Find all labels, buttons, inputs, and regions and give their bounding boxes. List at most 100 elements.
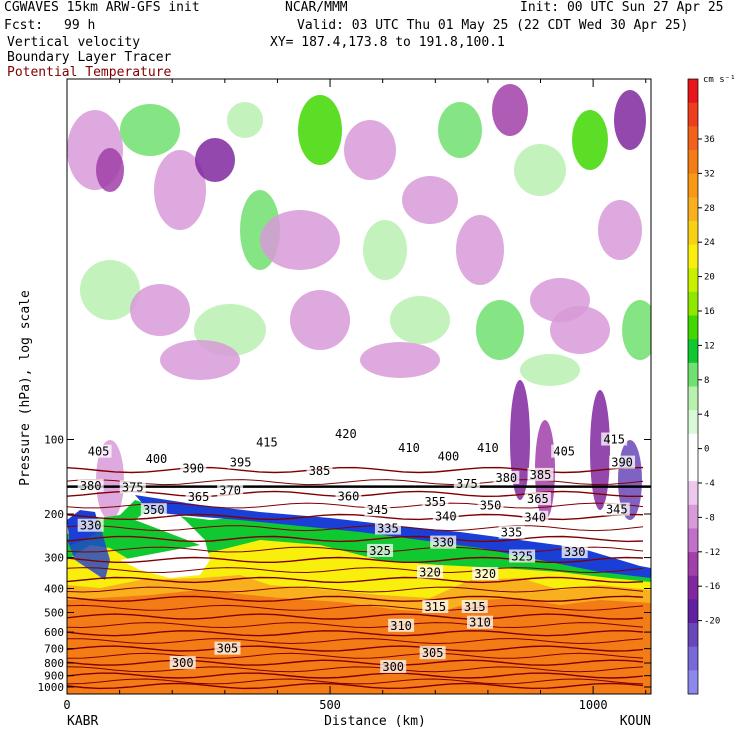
- theta-contour-line: [67, 595, 644, 603]
- velocity-cell: [195, 138, 235, 182]
- theta-label: 415: [603, 433, 625, 447]
- theta-label-bg: [498, 525, 525, 539]
- theta-label: 305: [422, 646, 444, 660]
- x-tick-label: 0: [63, 698, 70, 712]
- theta-label: 390: [611, 456, 633, 470]
- colorbar-swatch: [688, 126, 698, 151]
- colorbar-swatch: [688, 197, 698, 222]
- velocity-cell: [520, 354, 580, 386]
- y-tick-label: 800: [44, 657, 64, 670]
- theta-label: 310: [390, 619, 412, 633]
- theta-label-bg: [435, 449, 462, 463]
- theta-contour-line: [67, 672, 644, 679]
- theta-label: 325: [511, 550, 533, 564]
- theta-contour-line: [67, 622, 644, 629]
- theta-label: 400: [146, 452, 168, 466]
- theta-label-bg: [477, 498, 504, 512]
- theta-label-bg: [453, 476, 480, 490]
- velocity-cell: [476, 300, 524, 360]
- theta-label: 410: [398, 441, 420, 455]
- left-station-label: KABR: [67, 714, 98, 729]
- theta-contour-line: [67, 682, 644, 690]
- model-title: CGWAVES 15km ARW-GFS init: [4, 0, 200, 15]
- theta-contour-line: [67, 659, 644, 666]
- theta-label: 340: [524, 511, 546, 525]
- velocity-cell: [622, 300, 651, 360]
- y-tick-label: 1000: [38, 681, 65, 694]
- theta-label-bg: [169, 656, 196, 670]
- velocity-cell: [160, 340, 240, 380]
- colorbar-label: 32: [704, 169, 715, 179]
- velocity-cell: [550, 306, 610, 354]
- theta-label: 415: [256, 436, 278, 450]
- theta-label-bg: [77, 518, 104, 532]
- theta-label-bg: [432, 509, 459, 523]
- colorbar-swatch: [688, 528, 698, 553]
- theta-label: 320: [474, 567, 496, 581]
- colorbar-swatch: [688, 599, 698, 624]
- velocity-cell: [614, 90, 646, 150]
- theta-label-bg: [227, 455, 254, 469]
- theta-contour-line: [67, 678, 644, 685]
- theta-label-bg: [419, 646, 446, 660]
- theta-label-bg: [214, 641, 241, 655]
- center-name: NCAR/MMM: [285, 0, 348, 15]
- theta-label: 400: [438, 449, 460, 463]
- theta-label: 320: [419, 565, 441, 579]
- y-tick-label: 500: [44, 606, 64, 619]
- colorbar-label: -8: [704, 513, 715, 523]
- velocity-cell: [363, 220, 407, 280]
- x-axis-label: Distance (km): [324, 714, 426, 729]
- theta-label: 330: [80, 519, 102, 533]
- theta-label-bg: [524, 492, 551, 506]
- colorbar-swatch: [688, 504, 698, 529]
- theta-label-bg: [85, 444, 112, 458]
- theta-label-bg: [603, 502, 630, 516]
- theta-label: 350: [143, 503, 165, 517]
- velocity-cell: [120, 104, 180, 156]
- theta-label: 375: [456, 477, 478, 491]
- theta-label-bg: [561, 545, 588, 559]
- theta-label: 375: [122, 480, 144, 494]
- potential-temperature-labels: 420 415 415 410 410 405 405 400 400 395 390 390 385 3…: [77, 426, 636, 674]
- theta-label-bg: [551, 444, 578, 458]
- colorbar-label: -4: [704, 479, 715, 489]
- x-tick-label: 1000: [579, 698, 608, 712]
- colorbar-label: -12: [704, 548, 720, 558]
- colorbar-label: -16: [704, 582, 720, 592]
- forecast-label: Fcst:: [4, 18, 44, 33]
- colorbar-swatch: [688, 481, 698, 506]
- theta-contour-line: [67, 567, 644, 574]
- theta-label-bg: [253, 435, 280, 449]
- theta-label: 330: [564, 545, 586, 559]
- colorbar-swatch: [688, 149, 698, 175]
- y-tick-label: 400: [44, 583, 64, 596]
- theta-label: 385: [530, 468, 552, 482]
- colorbar-swatch: [688, 268, 698, 293]
- theta-label-bg: [388, 618, 415, 632]
- colorbar-swatch: [688, 220, 698, 246]
- theta-label-bg: [509, 549, 536, 563]
- velocity-cell: [260, 210, 340, 270]
- theta-contour-line: [67, 546, 644, 553]
- theta-label: 365: [188, 490, 210, 504]
- theta-label-bg: [143, 452, 170, 466]
- velocity-cell: [344, 120, 396, 180]
- velocity-cell: [390, 296, 450, 344]
- y-tick-label: 600: [44, 626, 64, 639]
- colorbar-swatch: [688, 623, 698, 648]
- theta-contour-line: [67, 576, 644, 584]
- right-station-label: KOUN: [620, 714, 651, 729]
- theta-label: 305: [217, 642, 239, 656]
- theta-label: 420: [335, 427, 357, 441]
- field-boundary-layer-tracer: Boundary Layer Tracer: [7, 50, 172, 65]
- velocity-cell: [438, 102, 482, 158]
- theta-label: 300: [382, 660, 404, 674]
- colorbar-label: 28: [704, 204, 715, 214]
- colorbar-swatch: [688, 670, 698, 695]
- theta-label: 380: [495, 471, 517, 485]
- colorbar-swatch: [688, 386, 698, 411]
- theta-label: 360: [338, 490, 360, 504]
- theta-label-bg: [77, 478, 104, 492]
- theta-label: 345: [367, 503, 389, 517]
